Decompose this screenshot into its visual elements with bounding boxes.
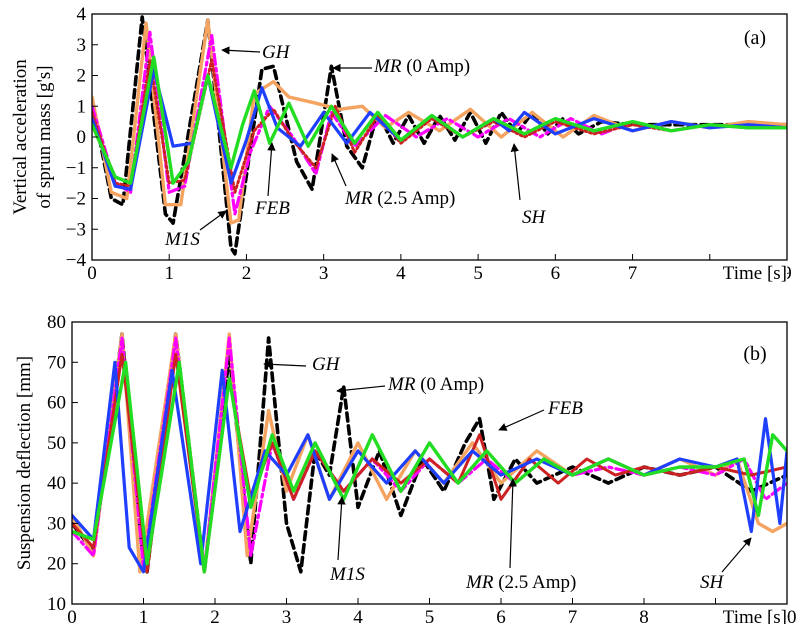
y-tick-label: 4 (77, 4, 87, 25)
x-tick-label: 5 (425, 607, 435, 624)
x-tick-label: 3 (282, 607, 292, 624)
y-tick-label: 1 (77, 96, 87, 117)
annotation-arrow (510, 143, 521, 201)
annotation-label: SH (700, 572, 725, 593)
x-tick-label: 3 (319, 263, 329, 284)
annotation-label: SH (522, 207, 547, 228)
x-tick-label: 6 (551, 263, 561, 284)
x-tick-label: 0 (67, 607, 77, 624)
y-tick-label: 50 (47, 433, 66, 454)
y-tick-label: 80 (47, 312, 66, 333)
y-tick-label: 70 (47, 352, 66, 373)
annotation-label: MR (0 Amp) (373, 56, 470, 77)
x-tick-label: 2 (210, 607, 220, 624)
annotation-arrow (267, 142, 276, 197)
annotation-arrow (331, 153, 347, 187)
y-tick-label: 20 (47, 554, 66, 575)
annotation-arrow (336, 385, 386, 395)
annotation-arrow (199, 210, 227, 231)
x-tick-label: 0 (87, 263, 97, 284)
y-tick-label: 30 (47, 513, 66, 534)
x-axis-label: Time [s] (723, 263, 787, 284)
x-tick-label: 5 (473, 263, 483, 284)
y-tick-label: 2 (77, 66, 87, 87)
annotation-arrow (221, 46, 261, 55)
y-tick-label: 0 (77, 127, 87, 148)
x-tick-label: 4 (353, 607, 363, 624)
y-tick-label: 3 (77, 35, 87, 56)
x-tick-label: 8 (639, 607, 649, 624)
annotation-label: FEB (547, 398, 583, 419)
annotation-label: MR (2.5 Amp) (344, 188, 455, 209)
y-tick-label: −3 (66, 219, 86, 240)
series-line-green-0-5 (92, 55, 787, 185)
x-tick-label: 2 (242, 263, 252, 284)
plot-frame (91, 13, 788, 261)
series-line-gh-0-0 (92, 15, 787, 256)
annotation-arrow (263, 360, 307, 369)
annotation-label: GH (262, 42, 291, 63)
x-axis-label: Time [s] (723, 607, 787, 624)
x-tick-label: 1 (164, 263, 174, 284)
y-tick-label: −4 (66, 250, 87, 271)
annotation-arrow (337, 496, 346, 561)
y-axis-label: Suspension deflection [mm] (14, 356, 35, 570)
panel-label: (a) (744, 27, 766, 49)
annotation-arrow (498, 409, 545, 431)
y-tick-label: −1 (66, 158, 86, 179)
y-axis-label: Vertical acceleration (10, 59, 31, 215)
series-line-green-1-5 (72, 360, 787, 574)
annotation-label: GH (312, 354, 341, 375)
x-tick-label: 7 (628, 263, 638, 284)
y-tick-label: 40 (47, 473, 66, 494)
annotation-arrow (508, 478, 517, 569)
y-tick-label: 10 (47, 594, 66, 615)
annotation-label: FEB (254, 198, 290, 219)
x-tick-label: 6 (496, 607, 506, 624)
x-tick-label: 7 (568, 607, 578, 624)
y-tick-label: 60 (47, 393, 66, 414)
annotation-arrow (721, 537, 752, 573)
x-tick-label: 1 (139, 607, 149, 624)
annotation-label: MR (0 Amp) (387, 374, 484, 395)
y-axis-label-line-2: of sprun mass [g's] (34, 65, 55, 208)
y-tick-label: −2 (66, 189, 86, 210)
annotation-label: MR (2.5 Amp) (465, 572, 576, 593)
chart-panel-b: 0123456789101020304050607080Time [s]Susp… (14, 312, 797, 624)
annotation-label: M1S (164, 229, 200, 250)
annotation-label: M1S (329, 564, 365, 585)
panel-label: (b) (743, 343, 766, 365)
x-tick-label: 4 (396, 263, 406, 284)
